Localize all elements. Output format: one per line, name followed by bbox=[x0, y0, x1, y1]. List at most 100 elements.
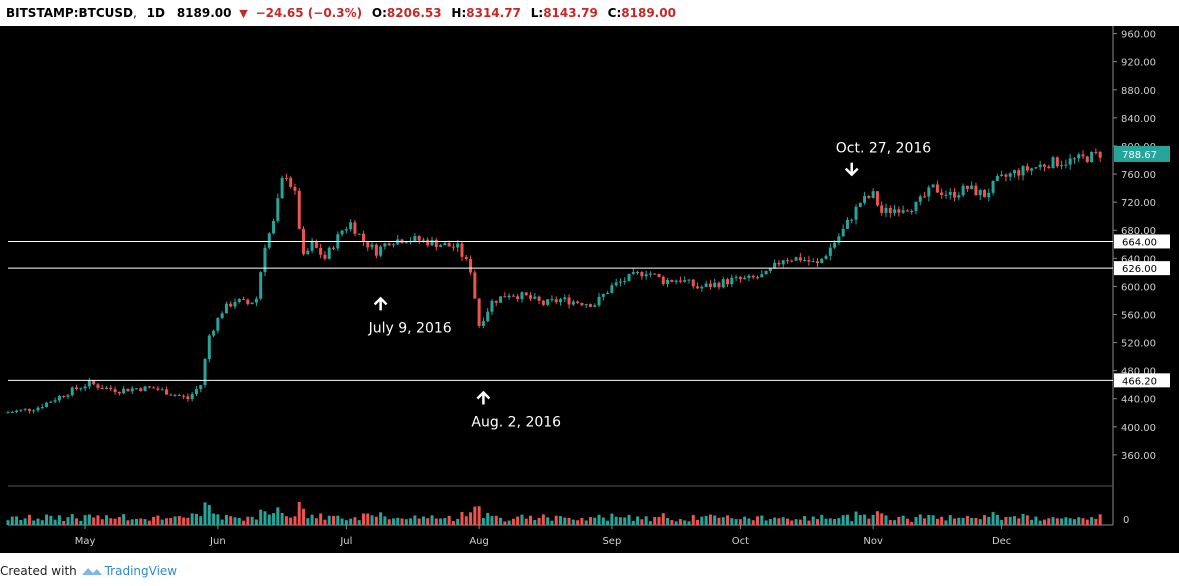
candle-body bbox=[323, 254, 327, 259]
price-tick-label: 440.00 bbox=[1121, 395, 1156, 406]
candle-body bbox=[160, 389, 164, 391]
volume-bar bbox=[674, 521, 678, 525]
volume-bar bbox=[186, 517, 190, 525]
candle-body bbox=[439, 245, 443, 248]
volume-bar bbox=[1098, 514, 1102, 525]
volume-bar bbox=[430, 515, 434, 525]
volume-bar bbox=[310, 514, 314, 525]
candle-body bbox=[66, 395, 70, 397]
volume-bar bbox=[96, 515, 100, 525]
volume-bar bbox=[871, 514, 875, 525]
candle-body bbox=[661, 276, 665, 285]
volume-bar bbox=[666, 517, 670, 525]
volume-bar bbox=[404, 519, 408, 525]
candle-body bbox=[588, 304, 592, 307]
candle-body bbox=[1030, 168, 1034, 171]
candle-body bbox=[648, 273, 652, 275]
candle-body bbox=[666, 279, 670, 285]
symbol-name[interactable]: BITSTAMP:BTCUSD bbox=[6, 6, 134, 20]
volume-bar bbox=[1047, 518, 1051, 525]
candle-body bbox=[683, 280, 687, 282]
volume-bar bbox=[948, 515, 952, 525]
candle-body bbox=[948, 191, 952, 195]
time-axis[interactable]: May Jun Jul Aug Sep Oct Nov Dec bbox=[75, 525, 1012, 547]
volume-bar bbox=[87, 514, 91, 525]
up-arrow-icon bbox=[373, 296, 388, 311]
volume-bar bbox=[499, 517, 503, 525]
volume-bar bbox=[1060, 518, 1064, 525]
candle-body bbox=[867, 196, 871, 198]
volume-bar bbox=[1025, 515, 1029, 525]
volume-bar bbox=[1030, 519, 1034, 525]
candle-body bbox=[207, 335, 211, 360]
candle-body bbox=[777, 262, 781, 265]
volume-bar bbox=[747, 518, 751, 525]
volume-bar bbox=[738, 519, 742, 525]
candle-body bbox=[53, 400, 57, 402]
horizontal-lines[interactable] bbox=[8, 240, 1113, 381]
volume-bar bbox=[370, 515, 374, 525]
candle-body bbox=[511, 295, 515, 297]
price-tick-label: 840.00 bbox=[1121, 114, 1156, 125]
hline-price-tag bbox=[1114, 261, 1170, 276]
volume-bar bbox=[764, 520, 768, 525]
volume-bar bbox=[888, 519, 892, 525]
candle-body bbox=[965, 185, 969, 189]
volume-bar bbox=[678, 519, 682, 525]
candle-body bbox=[426, 239, 430, 246]
volume-bar bbox=[383, 516, 387, 525]
candle-body bbox=[267, 233, 271, 248]
candle-body bbox=[567, 297, 571, 305]
volume-bar bbox=[156, 515, 160, 525]
volume-bar bbox=[828, 518, 832, 525]
volume-bar bbox=[970, 517, 974, 525]
volume-bar bbox=[246, 516, 250, 525]
volume-bar bbox=[160, 519, 164, 525]
volume-bar bbox=[730, 518, 734, 525]
volume-bar bbox=[610, 513, 614, 525]
chart-pane[interactable]: Oct. 27, 2016 July 9, 2016 Aug. 2, 2016 36… bbox=[0, 26, 1179, 553]
volume-bar bbox=[469, 512, 473, 525]
candle-body bbox=[374, 244, 378, 256]
price-chart[interactable]: Oct. 27, 2016 July 9, 2016 Aug. 2, 2016 36… bbox=[0, 26, 1179, 553]
volume-bar bbox=[1042, 519, 1046, 525]
candle-body bbox=[790, 260, 794, 262]
candle-body bbox=[186, 396, 190, 399]
tradingview-logo-icon[interactable] bbox=[81, 560, 103, 575]
candle-body bbox=[473, 272, 477, 299]
volume-bar bbox=[961, 517, 965, 525]
volume-bar bbox=[27, 514, 31, 525]
volume-bar bbox=[379, 512, 383, 525]
volume-bar bbox=[820, 514, 824, 525]
candle-body bbox=[914, 201, 918, 212]
volume-bar bbox=[100, 519, 104, 525]
candle-body bbox=[379, 246, 383, 256]
volume-bar bbox=[657, 516, 661, 525]
candle-body bbox=[743, 277, 747, 280]
candle-body bbox=[529, 295, 533, 299]
candle-body bbox=[117, 391, 121, 394]
candle-body bbox=[1064, 164, 1068, 166]
volume-bar bbox=[66, 517, 70, 525]
candle-body bbox=[940, 192, 944, 196]
volume-bar bbox=[194, 513, 198, 525]
volume-bars bbox=[6, 501, 1102, 525]
time-tick-label: Nov bbox=[863, 536, 883, 547]
candle-body bbox=[738, 276, 742, 280]
candle-body bbox=[220, 313, 224, 318]
tradingview-link[interactable]: TradingView bbox=[104, 564, 178, 578]
candle-body bbox=[850, 219, 854, 221]
volume-bar bbox=[434, 518, 438, 525]
volume-bar bbox=[858, 514, 862, 525]
candle-body bbox=[464, 256, 468, 260]
price-axis[interactable]: 360.00 400.00 440.00 480.00 520.00 560.00 600.… bbox=[1113, 30, 1170, 526]
candle-body bbox=[987, 192, 991, 198]
hline-price-label: 664.00 bbox=[1122, 237, 1157, 248]
candle-body bbox=[678, 280, 682, 282]
candle-body bbox=[820, 258, 824, 264]
candle-body bbox=[576, 301, 580, 303]
timeframe[interactable]: 1D bbox=[146, 6, 165, 20]
candle-body bbox=[10, 412, 14, 414]
volume-bar bbox=[606, 520, 610, 525]
candle-body bbox=[730, 277, 734, 285]
